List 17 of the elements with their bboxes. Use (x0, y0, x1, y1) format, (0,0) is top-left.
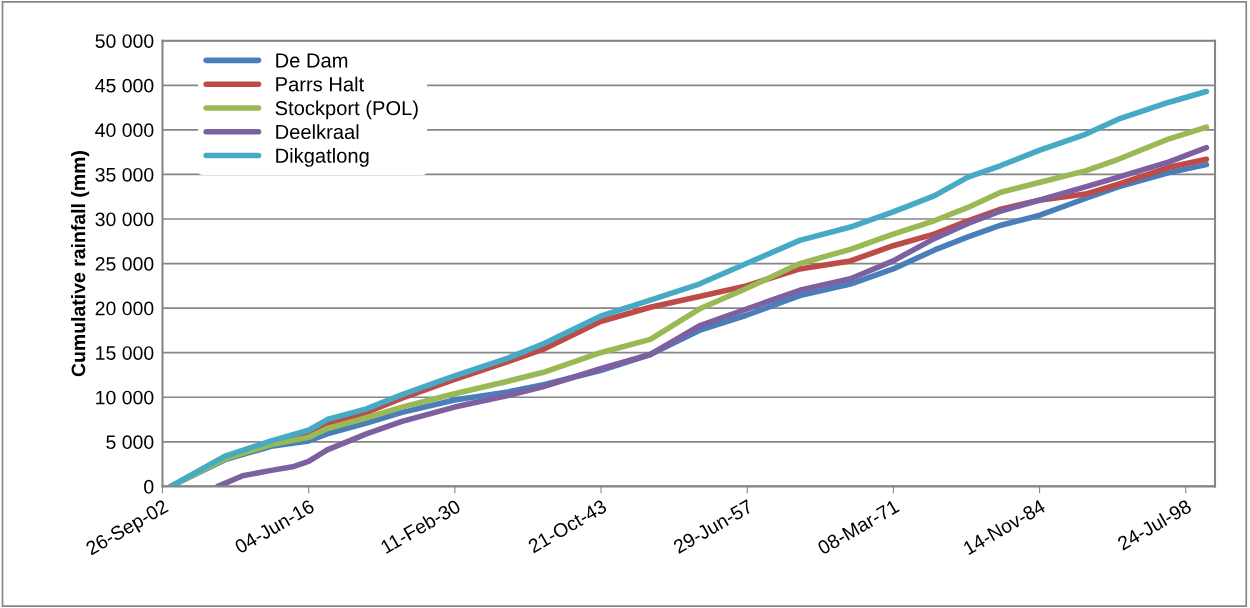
legend-label: Stockport (POL) (275, 100, 418, 120)
legend-label: Dikgatlong (276, 148, 369, 167)
y-tick-label: 30 000 (95, 212, 154, 227)
y-tick-label: 50 000 (95, 34, 154, 48)
y-tick-label: 35 000 (95, 167, 154, 182)
y-tick-label: 40 000 (95, 123, 154, 138)
y-tick-label: 20 000 (95, 301, 154, 316)
y-axis-title: Cumulative rainfall (mm) (71, 151, 90, 377)
legend-label: De Dam (276, 53, 348, 68)
y-tick-label: 10 000 (96, 390, 154, 405)
legend-label: Deelkraal (276, 124, 359, 140)
y-tick-label: 0 (144, 479, 154, 494)
legend-label: Parrs Halt (276, 76, 365, 92)
y-tick-label: 15 000 (96, 346, 154, 360)
y-tick-label: 25 000 (95, 257, 154, 271)
y-tick-label: 5 000 (106, 435, 154, 450)
y-tick-label: 45 000 (95, 78, 154, 93)
